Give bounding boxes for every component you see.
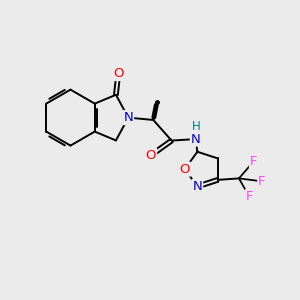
Text: H: H <box>192 120 201 133</box>
Text: F: F <box>250 155 257 168</box>
Text: F: F <box>245 190 253 203</box>
Text: F: F <box>258 175 266 188</box>
Text: N: N <box>123 111 133 124</box>
Text: N: N <box>193 180 202 193</box>
Text: O: O <box>113 67 124 80</box>
Text: O: O <box>179 163 190 176</box>
Text: N: N <box>191 133 201 146</box>
Text: O: O <box>146 149 156 162</box>
